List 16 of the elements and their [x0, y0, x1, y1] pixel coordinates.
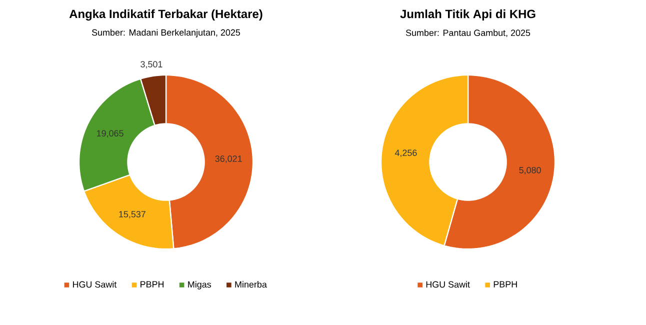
data-label: 36,021 — [215, 156, 242, 163]
data-label: 15,537 — [119, 211, 146, 218]
chart-subtitle: Sumber: Pantau Gambut, 2025 — [406, 29, 530, 38]
legend-label: Minerba — [235, 281, 267, 288]
legend-label: HGU Sawit — [426, 281, 470, 288]
legend-label: PBPH — [494, 281, 517, 288]
legend-label: Migas — [188, 281, 212, 290]
chart-title: Jumlah Titik Api di KHG — [400, 9, 536, 21]
chart-subtitle: Sumber: Madani Berkelanjutan, 2025 — [92, 29, 240, 38]
data-label: 3,501 — [140, 61, 162, 68]
data-label: 19,065 — [97, 130, 124, 138]
data-label: 4,256 — [394, 150, 417, 158]
chart-title: Angka Indikatif Terbakar (Hektare) — [69, 9, 262, 21]
data-label: 5,080 — [519, 166, 541, 174]
legend-label: PBPH — [140, 281, 164, 288]
legend-label: HGU Sawit — [73, 281, 117, 288]
